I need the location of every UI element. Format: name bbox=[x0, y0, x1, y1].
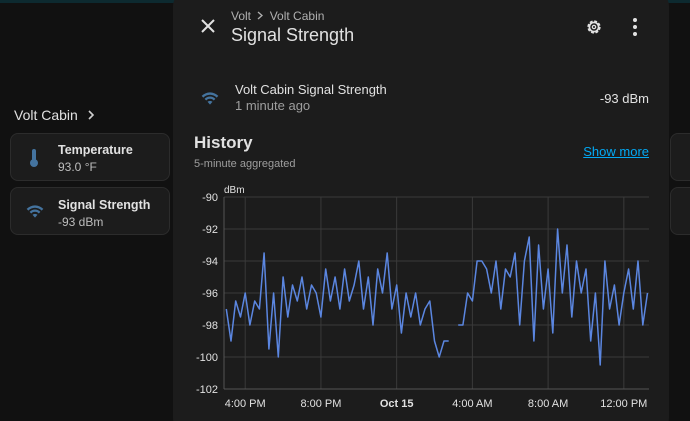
area-name[interactable]: Volt Cabin bbox=[14, 107, 78, 123]
show-more-link[interactable]: Show more bbox=[583, 144, 649, 159]
card-name: Temperature bbox=[58, 143, 133, 157]
breadcrumb-item[interactable]: Volt Cabin bbox=[269, 9, 325, 23]
x-tick-label: 4:00 PM bbox=[225, 398, 266, 410]
y-tick-label: -96 bbox=[202, 288, 218, 300]
temperature-card[interactable]: Temperature 93.0 °F bbox=[10, 133, 170, 181]
settings-button[interactable] bbox=[584, 17, 604, 37]
card-edge bbox=[670, 187, 690, 235]
close-button[interactable] bbox=[201, 19, 215, 33]
card-state: -93 dBm bbox=[58, 215, 104, 229]
breadcrumb-item[interactable]: Volt bbox=[231, 9, 252, 23]
more-info-dialog: Volt Volt Cabin Signal Strength Volt Cab… bbox=[173, 0, 669, 421]
wifi-icon bbox=[26, 205, 44, 218]
chevron-icon bbox=[257, 11, 264, 20]
y-tick-label: -94 bbox=[202, 256, 218, 268]
card-name: Signal Strength bbox=[58, 198, 151, 212]
x-tick-label: 8:00 AM bbox=[528, 398, 568, 410]
menu-button[interactable] bbox=[631, 17, 639, 37]
entity-state: -93 dBm bbox=[599, 91, 649, 106]
signal-card[interactable]: Signal Strength -93 dBm bbox=[10, 187, 170, 235]
thermometer-icon bbox=[30, 149, 38, 167]
x-tick-label: 12:00 PM bbox=[600, 398, 647, 410]
y-tick-label: -100 bbox=[196, 352, 218, 364]
y-tick-label: -90 bbox=[202, 192, 218, 204]
entity-name: Volt Cabin Signal Strength bbox=[235, 82, 387, 97]
y-tick-label: -92 bbox=[202, 224, 218, 236]
chevron-icon bbox=[88, 110, 95, 120]
series-line bbox=[225, 228, 649, 366]
dialog-title: Signal Strength bbox=[231, 25, 355, 45]
breadcrumb: Volt Volt Cabin bbox=[231, 9, 324, 23]
last-changed: 1 minute ago bbox=[235, 98, 311, 113]
y-tick-label: -98 bbox=[202, 320, 218, 332]
x-tick-label: 8:00 PM bbox=[300, 398, 341, 410]
y-axis-label: dBm bbox=[224, 185, 245, 196]
card-state: 93.0 °F bbox=[58, 160, 97, 174]
card-edge bbox=[670, 133, 690, 181]
history-title: History bbox=[194, 133, 253, 152]
x-tick-label: 4:00 AM bbox=[452, 398, 492, 410]
y-tick-label: -102 bbox=[196, 384, 218, 396]
wifi-icon bbox=[201, 92, 219, 105]
x-tick-label: Oct 15 bbox=[380, 398, 414, 410]
history-subtitle: 5-minute aggregated bbox=[194, 158, 296, 170]
